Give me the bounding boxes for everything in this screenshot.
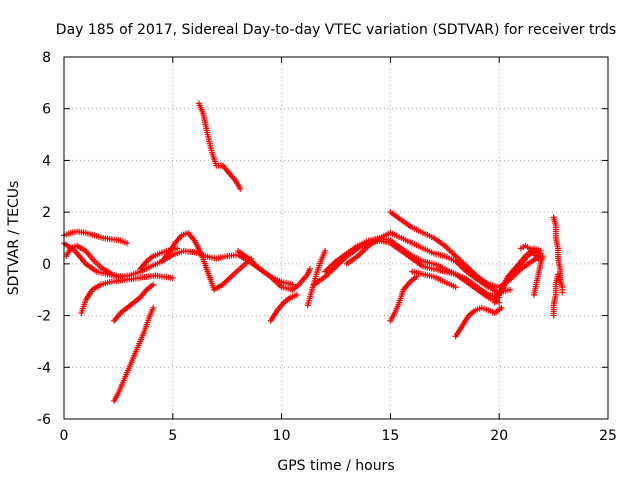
x-tick-label: 5 (168, 428, 177, 444)
series-track-f (111, 304, 157, 404)
data-point-markers (137, 245, 181, 273)
data-point-markers (267, 291, 300, 324)
data-point-markers (111, 281, 157, 324)
data-point-markers (235, 247, 296, 288)
y-tick-label: -4 (37, 360, 51, 376)
data-point-markers (452, 304, 505, 340)
marks-layer (61, 100, 566, 404)
y-tick-label: 4 (42, 153, 51, 169)
series-track-g (137, 245, 181, 273)
ticks-layer: 0 5 10 15 20 25 -6 -4 -2 0 2 4 6 8 (37, 50, 617, 444)
y-tick-label: -2 (37, 309, 51, 325)
data-point-markers (550, 271, 561, 319)
x-tick-label: 0 (60, 428, 69, 444)
series-track-e (111, 281, 157, 324)
data-point-markers (387, 273, 420, 324)
x-tick-label: 20 (490, 428, 508, 444)
series-track-c (63, 242, 122, 280)
series-track-a (61, 228, 131, 247)
plot-frame (63, 56, 609, 420)
y-axis-label: SDTVAR / TECUs (6, 181, 22, 296)
series-track-i (195, 100, 244, 192)
data-point-markers (311, 237, 503, 301)
grid-layer (64, 57, 608, 419)
data-point-markers (517, 242, 542, 262)
data-point-markers (61, 228, 131, 247)
y-tick-label: 0 (42, 257, 51, 273)
series-track-x (531, 253, 546, 298)
x-axis-label: GPS time / hours (277, 458, 394, 474)
series-track-y (550, 214, 566, 296)
x-tick-label: 15 (381, 428, 399, 444)
series-track-z (550, 271, 561, 319)
y-tick-label: -6 (37, 412, 51, 428)
data-point-markers (304, 247, 329, 309)
data-point-markers (158, 229, 255, 293)
series-track-j (235, 247, 296, 288)
data-point-markers (289, 266, 313, 293)
series-track-k (267, 291, 300, 324)
data-point-markers (78, 272, 176, 316)
series-track-d (78, 272, 176, 316)
data-point-markers (409, 268, 459, 291)
data-point-markers (111, 304, 157, 404)
series-track-w (517, 242, 542, 262)
series-track-l (289, 266, 313, 293)
y-tick-label: 2 (42, 205, 51, 221)
x-tick-label: 25 (599, 428, 617, 444)
data-point-markers (63, 242, 122, 280)
data-point-markers (195, 100, 244, 192)
chart-title: Day 185 of 2017, Sidereal Day-to-day VTE… (56, 22, 616, 38)
y-tick-label: 8 (42, 50, 51, 66)
data-point-markers (531, 253, 546, 298)
series-track-t (452, 304, 505, 340)
x-tick-label: 10 (273, 428, 291, 444)
series-track-r (387, 273, 420, 324)
data-point-markers (550, 214, 566, 296)
series-track-n (311, 237, 503, 301)
y-tick-label: 6 (42, 102, 51, 118)
series-track-m (304, 247, 329, 309)
series-track-s (409, 268, 459, 291)
series-track-h (158, 229, 255, 293)
